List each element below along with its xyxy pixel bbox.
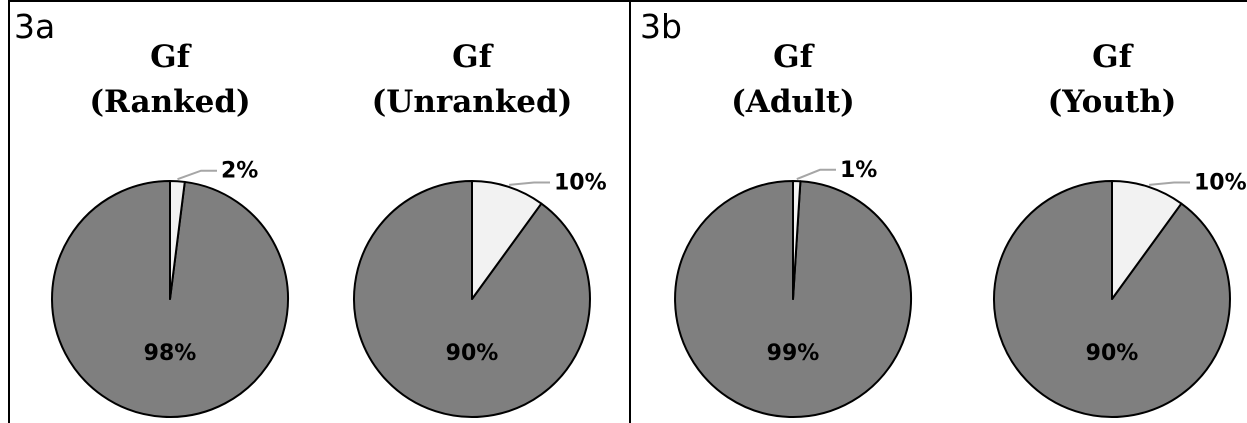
leader-line	[509, 181, 550, 186]
slice-label-major: 98%	[144, 341, 197, 366]
pie-chart-ranked: Gf (Ranked) 2% 98%	[51, 39, 290, 418]
chart-title-line-1: Gf	[1092, 39, 1133, 75]
chart-title-line-1: Gf	[452, 39, 493, 75]
slice-label-minor: 10%	[554, 171, 607, 196]
pie-slice-minor	[792, 179, 802, 300]
leader-line	[796, 168, 836, 181]
pie-slice-minor	[169, 180, 186, 300]
chart-title-line-2: (Ranked)	[89, 84, 250, 120]
panel-label-3b: 3b	[640, 7, 682, 46]
slice-label-minor: 10%	[1194, 171, 1247, 196]
slice-label-major: 99%	[767, 341, 820, 366]
leader-line	[177, 169, 217, 181]
slice-label-major: 90%	[446, 341, 499, 366]
chart-title-line-2: (Unranked)	[372, 84, 573, 120]
chart-title-line-2: (Youth)	[1048, 84, 1177, 120]
slice-label-minor: 1%	[840, 158, 877, 183]
pie-chart-unranked: Gf (Unranked) 10% 90%	[353, 39, 607, 418]
leader-line	[1149, 181, 1190, 186]
slice-label-major: 90%	[1086, 341, 1139, 366]
chart-title-line-1: Gf	[773, 39, 814, 75]
pie-slice-minor	[471, 180, 543, 300]
pie-slice-minor	[1111, 180, 1183, 300]
pie-chart-adult: Gf (Adult) 1% 99%	[674, 39, 913, 418]
chart-title-line-2: (Adult)	[731, 84, 855, 120]
slice-label-minor: 2%	[221, 159, 258, 184]
pie-chart-youth: Gf (Youth) 10% 90%	[993, 39, 1247, 418]
panel-label-3a: 3a	[14, 7, 55, 46]
chart-title-line-1: Gf	[150, 39, 191, 75]
